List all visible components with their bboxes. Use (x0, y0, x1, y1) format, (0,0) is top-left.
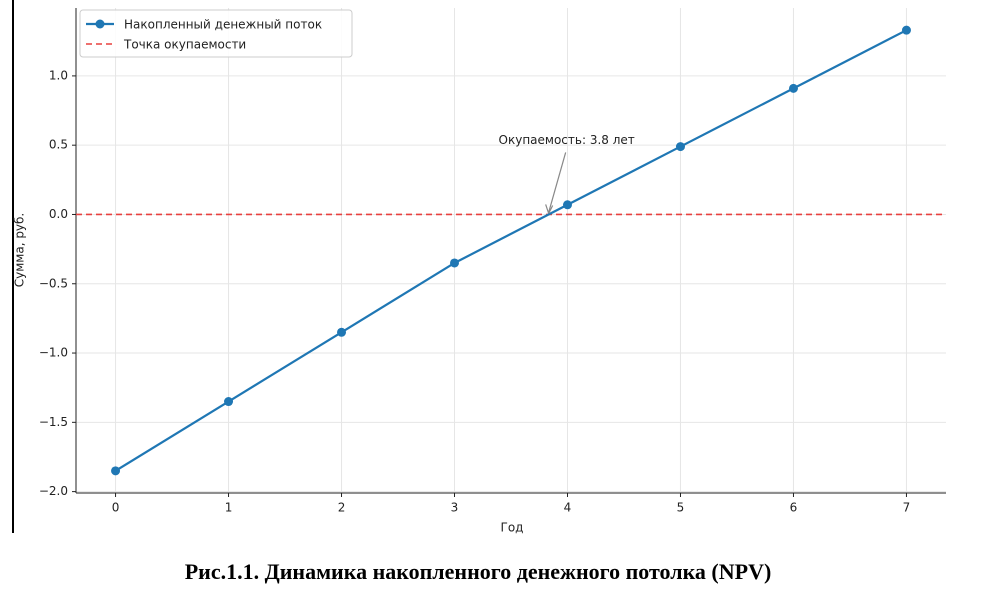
data-point (111, 466, 121, 476)
legend: Накопленный денежный поток Точка окупаемо… (79, 9, 353, 58)
x-tick-label: 1 (225, 501, 233, 515)
y-tick-label: 1.0 (49, 68, 68, 82)
y-tick-label: −1.5 (39, 415, 68, 429)
x-tick-label: 5 (677, 501, 685, 515)
data-point (562, 200, 572, 210)
legend-label: Точка окупаемости (123, 38, 246, 52)
y-tick-label: 0.0 (49, 207, 68, 221)
data-point (788, 83, 798, 93)
legend-box (79, 9, 353, 58)
x-tick-label: 6 (790, 501, 798, 515)
legend-label: Накопленный денежный поток (124, 18, 322, 32)
x-tick-label: 0 (112, 501, 120, 515)
x-tick-label: 3 (451, 501, 459, 515)
y-tick-label: −1.0 (39, 346, 68, 360)
legend-swatch (95, 19, 105, 29)
annotation-arrowhead (545, 204, 554, 214)
data-line (114, 29, 907, 472)
y-tick-label: −0.5 (39, 276, 68, 290)
x-tick-label: 2 (338, 501, 346, 515)
y-tick-label: −2.0 (39, 484, 68, 498)
y-tick-label: 0.5 (49, 138, 68, 152)
data-point (450, 258, 460, 268)
data-point (675, 142, 685, 152)
x-tick-label: 7 (903, 501, 911, 515)
data-point (337, 327, 347, 337)
y-axis-label: Сумма, руб. (13, 213, 27, 288)
annotation-arrow (548, 152, 567, 213)
x-axis-label: Год (501, 521, 524, 535)
data-point (901, 25, 911, 35)
figure-caption: Рис.1.1. Динамика накопленного денежного… (185, 559, 772, 584)
annotation-text: Окупаемость: 3.8 лет (499, 133, 635, 147)
x-tick-label: 4 (564, 501, 572, 515)
data-point (224, 397, 234, 407)
